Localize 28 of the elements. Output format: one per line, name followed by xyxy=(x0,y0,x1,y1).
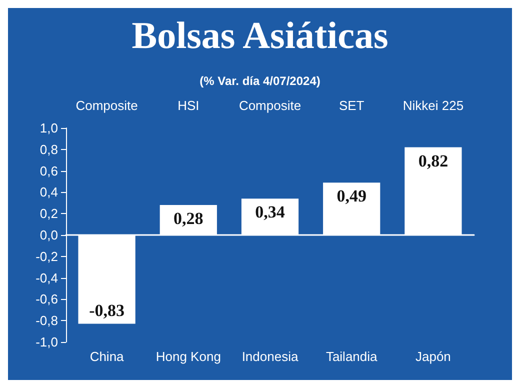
text: Composite xyxy=(238,98,302,113)
y-tick-label: -1,0 xyxy=(36,334,58,350)
data-label: 0,49 xyxy=(336,186,366,206)
chart-subtitle: (% Var. día 4/07/2024) xyxy=(200,74,320,88)
text: SET xyxy=(338,98,364,113)
y-tick-label: 0,0 xyxy=(40,228,58,242)
y-tick-label: 0,6 xyxy=(40,163,58,178)
y-tick-label: 1,0 xyxy=(40,120,58,136)
text: Composite xyxy=(76,98,138,113)
x-tick-label: Japón xyxy=(415,349,451,364)
x-tick-label: China xyxy=(90,349,125,364)
y-tick-label: -0,4 xyxy=(36,270,58,286)
x-tick-label: Indonesia xyxy=(242,349,299,364)
x-tick-label: Hong Kong xyxy=(156,349,221,364)
y-tick-label: 0,8 xyxy=(40,142,58,157)
data-label: -0,83 xyxy=(89,300,125,320)
chart-title: Bolsas Asiáticas xyxy=(132,15,388,57)
y-tick-label: -0,2 xyxy=(36,248,58,264)
y-tick-label: 0,2 xyxy=(40,206,58,222)
text: HSI xyxy=(178,98,200,113)
y-tick-label: -0,6 xyxy=(36,292,58,307)
data-label: 0,82 xyxy=(418,151,448,170)
text: Nikkei 225 xyxy=(402,98,464,113)
data-label: 0,28 xyxy=(174,209,204,228)
y-tick-label: -0,8 xyxy=(36,313,58,328)
data-label: 0,34 xyxy=(255,202,286,222)
x-tick-label: Tailandia xyxy=(326,349,378,364)
y-tick-label: 0,4 xyxy=(40,184,58,200)
